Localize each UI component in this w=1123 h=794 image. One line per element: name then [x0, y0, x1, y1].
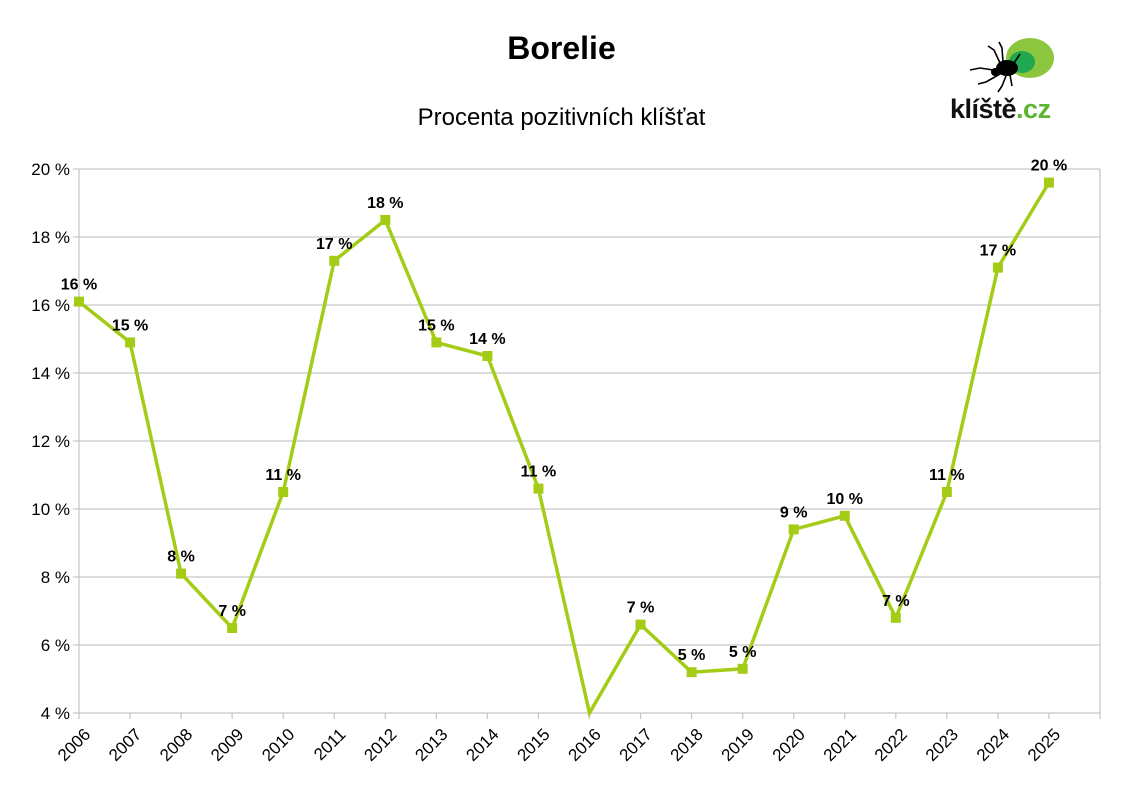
- logo-text: klíště.cz: [950, 94, 1051, 124]
- data-marker: [992, 262, 1003, 273]
- data-marker: [686, 667, 697, 678]
- data-label: 7 %: [627, 600, 655, 617]
- data-marker: [890, 612, 901, 623]
- x-tick-label: 2007: [105, 725, 145, 765]
- data-marker: [329, 255, 340, 266]
- y-tick-label: 10 %: [31, 500, 70, 519]
- chart-subtitle: Procenta pozitivních klíšťat: [417, 104, 706, 131]
- data-label: 14 %: [469, 331, 505, 348]
- y-tick-label: 8 %: [41, 568, 70, 587]
- data-label: 18 %: [367, 195, 403, 212]
- x-tick-label: 2020: [769, 725, 809, 765]
- data-label: 10 %: [827, 491, 863, 508]
- data-marker: [125, 337, 136, 348]
- data-label: 15 %: [112, 317, 148, 334]
- data-label: 7 %: [218, 603, 246, 620]
- x-tick-label: 2006: [54, 725, 94, 765]
- x-tick-label: 2011: [310, 725, 349, 764]
- klistecz-logo: klíště.cz: [950, 36, 1070, 128]
- data-marker: [176, 568, 187, 579]
- chart-title: Borelie: [507, 30, 616, 66]
- data-marker: [1043, 177, 1054, 188]
- y-tick-label: 20 %: [31, 160, 70, 179]
- x-tick-label: 2025: [1024, 725, 1064, 765]
- x-tick-label: 2009: [207, 725, 247, 765]
- data-marker: [227, 623, 238, 633]
- data-label: 15 %: [418, 317, 454, 334]
- data-line: [77, 181, 1051, 718]
- x-tick-label: 2016: [565, 725, 605, 765]
- x-tick-label: 2010: [258, 725, 298, 765]
- y-tick-label: 12 %: [31, 432, 70, 451]
- x-tick-label: 2018: [667, 725, 707, 765]
- data-label: 11 %: [929, 467, 965, 484]
- data-label: 17 %: [316, 236, 352, 253]
- data-label: 8 %: [167, 549, 195, 566]
- data-label: 11 %: [265, 467, 301, 484]
- data-label: 17 %: [980, 243, 1016, 260]
- data-label: 7 %: [882, 593, 910, 610]
- data-marker: [839, 510, 850, 521]
- y-tick-label: 16 %: [31, 296, 70, 315]
- y-tick-label: 6 %: [41, 636, 70, 655]
- data-marker: [431, 337, 442, 348]
- x-tick-label: 2012: [360, 725, 400, 765]
- data-marker: [941, 487, 952, 497]
- data-marker: [737, 663, 748, 674]
- data-marker: [788, 524, 799, 535]
- data-marker: [74, 296, 84, 307]
- data-label: 16 %: [61, 277, 97, 294]
- x-tick-label: 2015: [514, 725, 554, 765]
- data-marker: [482, 351, 493, 361]
- x-tick-label: 2021: [820, 725, 860, 765]
- x-tick-label: 2014: [462, 725, 502, 765]
- data-label: 5 %: [729, 644, 757, 661]
- x-tick-label: 2019: [718, 725, 758, 765]
- y-tick-label: 18 %: [31, 228, 70, 247]
- x-tick-label: 2022: [871, 725, 911, 765]
- x-tick-label: 2024: [973, 725, 1013, 765]
- x-tick-label: 2008: [156, 725, 196, 765]
- data-marker: [635, 619, 646, 630]
- data-label: 5 %: [678, 647, 706, 664]
- tick-icon: [969, 38, 1054, 93]
- y-tick-label: 4 %: [41, 704, 70, 723]
- data-marker: [278, 487, 289, 497]
- y-tick-label: 14 %: [31, 364, 70, 383]
- x-tick-label: 2017: [616, 725, 656, 765]
- data-marker: [380, 215, 391, 225]
- data-label: 20 %: [1031, 158, 1067, 175]
- data-marker: [533, 483, 544, 494]
- data-label: 9 %: [780, 504, 808, 521]
- x-tick-label: 2023: [922, 725, 962, 765]
- data-label: 11 %: [521, 464, 557, 481]
- x-tick-label: 2013: [411, 725, 451, 765]
